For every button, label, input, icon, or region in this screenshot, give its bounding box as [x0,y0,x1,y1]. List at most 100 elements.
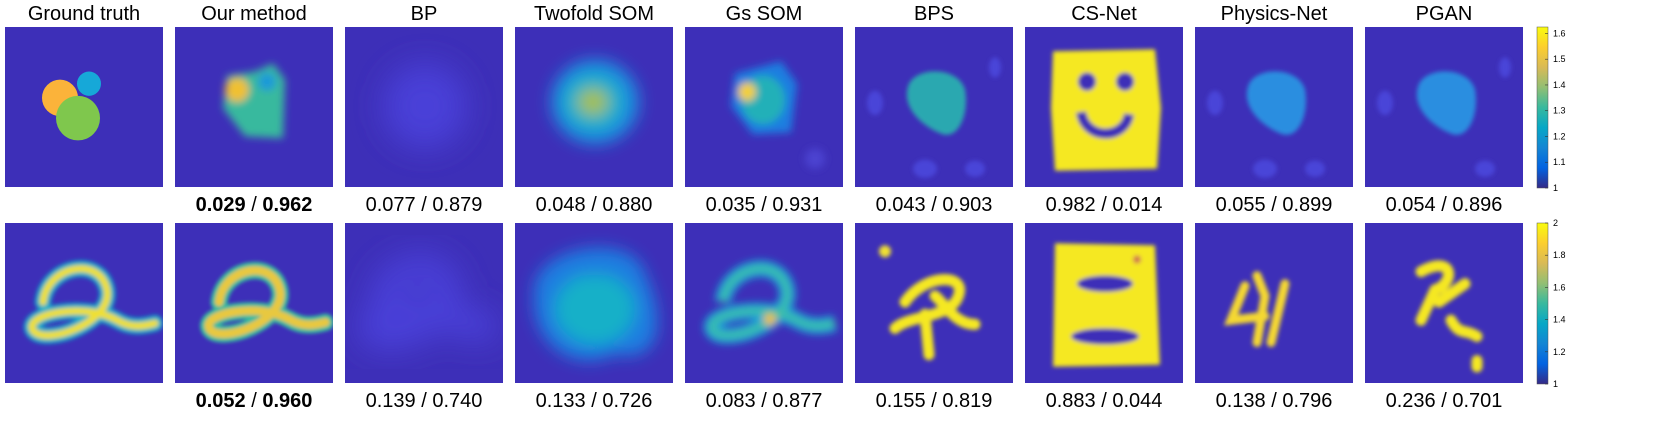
colorbar-tick-label: 1 [1553,379,1558,389]
image-content [703,260,837,344]
metric-error: 0.236 [1386,390,1436,412]
colorbar [1536,26,1549,189]
colorbar-tick-label: 1.8 [1553,250,1566,260]
metric-score: 0.877 [772,390,822,412]
image-content [1415,260,1483,373]
metric-separator: / [1436,390,1453,412]
image-shape [1076,110,1134,139]
colorbar-tick-label: 1.2 [1553,131,1566,141]
metric-score: 0.903 [942,194,992,216]
image-shape [1305,160,1325,177]
metric-error: 0.083 [706,390,756,412]
metric-error: 0.155 [876,390,926,412]
shape-group [533,247,658,361]
metric-error: 0.048 [536,194,586,216]
colorbar-tick-label: 1.4 [1553,315,1566,325]
image-panel [515,223,673,383]
image-shape [383,63,467,149]
metric-separator: / [926,194,943,216]
image-content [533,247,658,361]
metric-separator: / [246,390,263,412]
colorbar-tick-label: 1.4 [1553,80,1566,90]
image-shape [1223,271,1290,348]
metric-score: 0.896 [1452,194,1502,216]
image-panel [685,27,843,187]
metric-separator: / [1096,390,1113,412]
metric-label: 0.048 / 0.880 [536,194,653,216]
image-panel [345,27,503,187]
image-content [200,261,333,343]
shape-group [1207,71,1325,178]
image-panel [1195,27,1353,187]
metric-label: 0.883 / 0.044 [1046,390,1163,412]
shape-group [23,260,163,344]
metric-score: 0.726 [602,390,652,412]
image-shape [1116,72,1134,91]
image-content [1207,71,1325,178]
image-shape [965,160,985,177]
metric-separator: / [416,390,433,412]
metric-error: 0.054 [1386,194,1436,216]
metric-label: 0.035 / 0.931 [706,194,823,216]
image-panel [175,223,333,383]
image-shape [879,245,891,258]
image-shape [1053,243,1160,367]
metric-separator: / [1266,390,1283,412]
image-panel [175,27,333,187]
colorbar-tick-label: 1.1 [1553,157,1566,167]
metric-score: 0.044 [1112,390,1162,412]
image-panel [855,223,1013,383]
colorbar [1536,222,1549,385]
image-shape [1207,90,1223,116]
metric-score: 0.960 [262,390,312,412]
shape-group [223,63,285,139]
image-shape [56,95,100,141]
image-background [685,223,843,383]
metric-label: 0.029 / 0.962 [196,194,313,216]
column-title: BPS [914,3,954,25]
metric-label: 0.083 / 0.877 [706,390,823,412]
image-panel [855,27,1013,187]
image-panel [5,223,163,383]
metric-label: 0.052 / 0.960 [196,390,313,412]
shape-group [200,261,333,343]
shape-group [703,260,837,344]
image-shape [1078,72,1096,91]
metric-separator: / [756,194,773,216]
image-shape [77,71,101,96]
image-shape [1415,260,1483,373]
image-panel [1365,27,1523,187]
metric-error: 0.883 [1046,390,1096,412]
metric-score: 0.701 [1452,390,1502,412]
metric-separator: / [1096,194,1113,216]
image-panel [1365,223,1523,383]
metric-error: 0.139 [366,390,416,412]
metric-separator: / [756,390,773,412]
column-title: PGAN [1416,3,1473,25]
metric-score: 0.879 [432,194,482,216]
image-content [383,63,467,149]
metric-label: 0.236 / 0.701 [1386,390,1503,412]
metric-score: 0.819 [942,390,992,412]
metric-error: 0.055 [1216,194,1266,216]
colorbar-tick-label: 1.6 [1553,282,1566,292]
column-title: Gs SOM [726,3,803,25]
metric-label: 0.055 / 0.899 [1216,194,1333,216]
image-background [855,223,1013,383]
image-shape [578,88,608,116]
image-panel [1195,223,1353,383]
image-background [1195,223,1353,383]
metric-label: 0.139 / 0.740 [366,390,483,412]
image-shape [1499,57,1511,78]
image-content [223,63,285,139]
image-content [867,57,1001,178]
image-shape [805,148,825,169]
metric-error: 0.043 [876,194,926,216]
metric-score: 0.931 [772,194,822,216]
metric-label: 0.077 / 0.879 [366,194,483,216]
image-shape [258,72,276,91]
shape-group [731,61,825,169]
metric-separator: / [586,390,603,412]
shape-group [551,59,639,145]
